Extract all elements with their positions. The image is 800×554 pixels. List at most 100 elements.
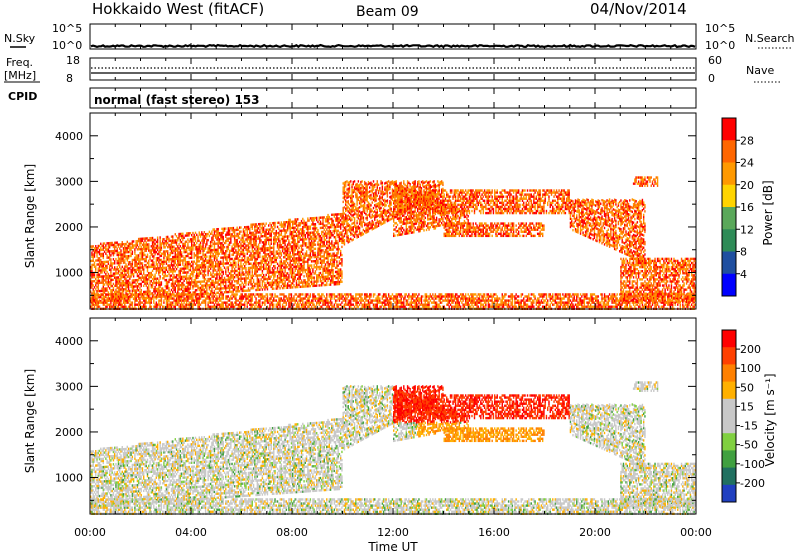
power-cell xyxy=(207,266,208,268)
power-cell xyxy=(124,259,125,261)
power-cell xyxy=(105,287,106,289)
power-cell xyxy=(239,265,240,267)
power-cell xyxy=(212,299,213,301)
power-cell xyxy=(119,280,120,282)
power-cell xyxy=(293,231,294,233)
power-cell xyxy=(296,297,297,299)
power-cell xyxy=(231,297,232,299)
power-cell xyxy=(216,249,217,251)
power-cell xyxy=(168,268,169,270)
power-cell xyxy=(310,301,311,303)
power-cell xyxy=(226,246,227,248)
power-cell xyxy=(249,230,250,232)
power-cell xyxy=(229,227,230,229)
power-cell xyxy=(278,240,279,242)
power-cell xyxy=(334,215,335,217)
power-cell xyxy=(137,267,138,269)
power-cell xyxy=(176,239,177,241)
power-cell xyxy=(255,225,256,227)
nsky-tick-top: 10^5 xyxy=(52,22,82,35)
power-cell xyxy=(276,271,277,273)
power-cell xyxy=(288,227,289,229)
power-cell xyxy=(221,244,222,246)
power-cell xyxy=(100,301,101,303)
power-cell xyxy=(249,242,250,244)
rti-plot: Hokkaido West (fitACF) Beam 09 04/Nov/20… xyxy=(0,0,800,554)
power-cell xyxy=(247,226,248,228)
power-cell xyxy=(191,297,192,299)
power-cell xyxy=(308,303,309,305)
power-cell xyxy=(167,299,168,301)
power-cell xyxy=(265,243,266,245)
power-cell xyxy=(146,293,147,295)
power-cell xyxy=(141,285,142,287)
power-cell xyxy=(331,244,332,246)
power-cell xyxy=(168,303,169,305)
power-cell xyxy=(129,249,130,251)
power-cell xyxy=(106,257,107,259)
power-cell xyxy=(139,303,140,305)
power-cell xyxy=(191,283,192,285)
power-cell xyxy=(172,266,173,268)
power-cell xyxy=(302,259,303,261)
power-cell xyxy=(264,249,265,251)
power-cell xyxy=(332,214,333,216)
power-cell xyxy=(284,252,285,254)
freq-tick-bottom: 8 xyxy=(66,72,73,85)
power-cell xyxy=(118,303,119,305)
power-cell xyxy=(197,303,198,305)
power-cell xyxy=(99,257,100,259)
power-cell xyxy=(234,233,235,235)
power-cell xyxy=(258,256,259,258)
power-cell xyxy=(317,297,318,299)
power-cell xyxy=(307,271,308,273)
power-cell xyxy=(99,261,100,263)
power-cell xyxy=(177,278,178,280)
power-cell xyxy=(287,227,288,229)
power-cell xyxy=(229,303,230,305)
power-cell xyxy=(281,221,282,223)
power-cell xyxy=(111,250,112,252)
power-cell xyxy=(248,277,249,279)
power-cell xyxy=(298,271,299,273)
power-cell xyxy=(325,299,326,301)
power-cell xyxy=(161,301,162,303)
power-cell xyxy=(181,306,182,308)
power-cell xyxy=(109,244,110,246)
power-cell xyxy=(302,222,303,224)
power-cell xyxy=(147,301,148,303)
power-cell xyxy=(259,266,260,268)
power-cell xyxy=(238,263,239,265)
power-cell xyxy=(225,254,226,256)
power-cell xyxy=(220,293,221,295)
power-cell xyxy=(248,267,249,269)
power-cell xyxy=(289,256,290,258)
power-cell xyxy=(276,238,277,240)
power-cell xyxy=(93,260,94,262)
power-cell xyxy=(152,286,153,288)
power-cell xyxy=(288,250,289,252)
power-cell xyxy=(259,295,260,297)
power-cell xyxy=(305,261,306,263)
power-cell xyxy=(204,237,205,239)
power-cell xyxy=(271,259,272,261)
power-cell xyxy=(313,225,314,227)
power-cell xyxy=(284,231,285,233)
power-cell xyxy=(170,252,171,254)
power-cell xyxy=(319,245,320,247)
power-cell xyxy=(244,240,245,242)
power-cell xyxy=(163,257,164,259)
power-cell xyxy=(226,295,227,297)
power-cell xyxy=(176,235,177,237)
power-cell xyxy=(94,292,95,294)
power-cell xyxy=(118,262,119,264)
power-cell xyxy=(125,278,126,280)
power-cell xyxy=(158,267,159,269)
power-cell xyxy=(147,282,148,284)
power-cell xyxy=(228,279,229,281)
power-cell xyxy=(162,238,163,240)
power-cell xyxy=(326,218,327,220)
power-cell xyxy=(274,261,275,263)
power-cell xyxy=(211,261,212,263)
power-cell xyxy=(235,270,236,272)
